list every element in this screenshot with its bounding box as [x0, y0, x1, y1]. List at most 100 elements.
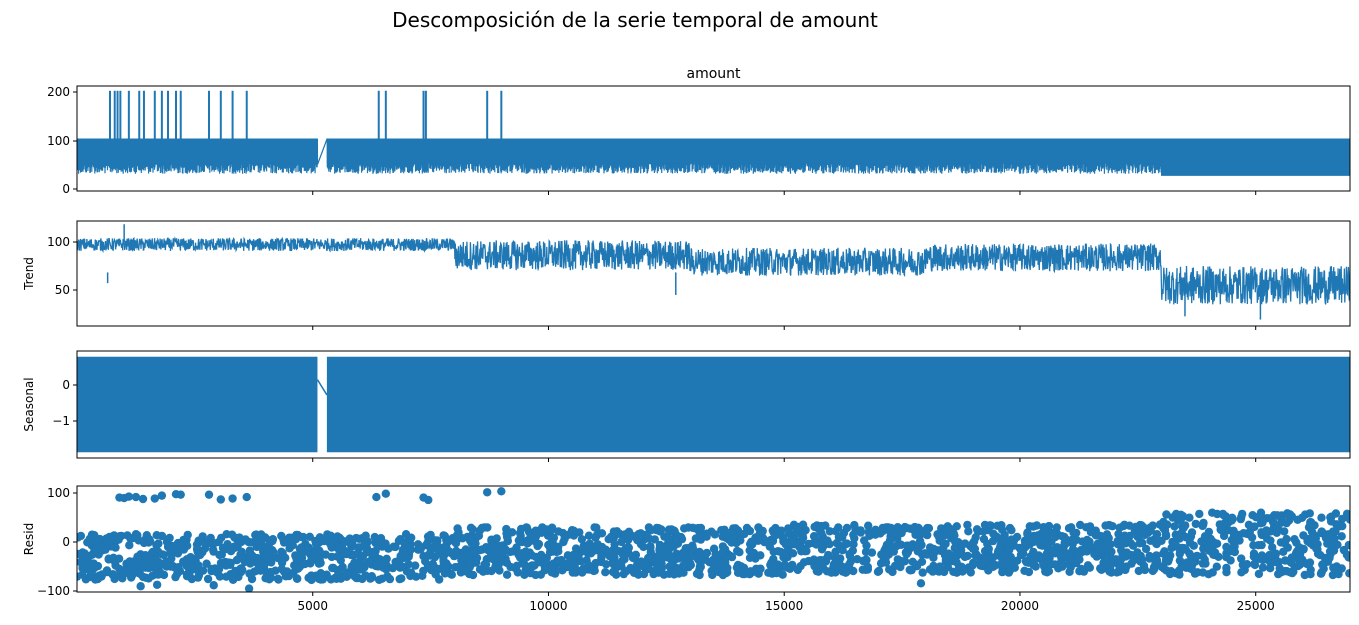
resid-point [478, 545, 487, 554]
y-tick-label: 0 [62, 378, 70, 392]
resid-point [710, 562, 719, 571]
resid-point [517, 549, 526, 558]
resid-point [461, 545, 470, 554]
resid-point [584, 545, 593, 554]
y-tick-label: 100 [47, 134, 70, 148]
resid-point [720, 554, 730, 563]
resid-point [1338, 514, 1347, 524]
resid-point [1171, 541, 1181, 551]
resid-point [1176, 516, 1185, 525]
resid-point [1274, 569, 1283, 579]
y-tick-label: 0 [62, 535, 70, 549]
resid-point [848, 546, 857, 555]
resid-point [778, 533, 788, 542]
resid-point [115, 564, 124, 574]
resid-point [1135, 539, 1145, 548]
x-tick-label: 10000 [529, 599, 567, 613]
resid-point [1075, 566, 1085, 575]
resid-point [688, 544, 698, 553]
resid-point [183, 530, 192, 540]
resid-point [321, 550, 330, 559]
resid-point [399, 553, 408, 563]
resid-point [1227, 535, 1237, 545]
axes-frame [76, 350, 1351, 459]
resid-point [849, 540, 858, 549]
resid-point [1239, 529, 1248, 538]
resid-point [126, 534, 135, 543]
resid-point [153, 570, 163, 579]
resid-point [1189, 541, 1199, 550]
resid-point [1064, 550, 1073, 560]
resid-point [1337, 532, 1346, 541]
resid-outlier [157, 491, 167, 500]
resid-point [91, 545, 101, 554]
resid-point [358, 574, 367, 584]
resid-point [1161, 531, 1171, 541]
resid-point [1198, 521, 1207, 531]
resid-point [1133, 532, 1142, 542]
resid-point [291, 552, 301, 562]
plot-area-seasonal [77, 356, 1350, 453]
resid-point [659, 570, 669, 579]
resid-point [727, 552, 737, 562]
resid-point [1316, 550, 1325, 560]
resid-point [314, 559, 324, 568]
resid-point [479, 567, 488, 576]
resid-point [1097, 565, 1106, 574]
resid-point [1165, 569, 1175, 579]
resid-point [281, 553, 290, 562]
resid-point [801, 546, 810, 556]
resid-point [1170, 522, 1179, 531]
resid-point [747, 537, 756, 546]
resid-point [569, 526, 579, 535]
resid-point [531, 532, 541, 541]
resid-point [879, 551, 888, 560]
resid-point [1237, 568, 1246, 577]
resid-point [914, 546, 923, 555]
resid-outlier [209, 581, 218, 590]
resid-point [1279, 547, 1288, 556]
x-tick-label: 20000 [1001, 599, 1039, 613]
resid-point [1247, 533, 1257, 542]
resid-point [1065, 567, 1074, 576]
resid-point [1252, 513, 1261, 522]
resid-point [152, 531, 161, 540]
resid-point [520, 570, 529, 579]
resid-point [196, 536, 206, 545]
resid-point [918, 568, 927, 577]
resid-point [342, 549, 351, 559]
resid-point [1044, 521, 1054, 531]
resid-point [326, 531, 336, 540]
resid-point [1122, 548, 1132, 557]
resid-point [920, 549, 930, 558]
resid-outlier [216, 495, 226, 504]
resid-point [1112, 568, 1122, 577]
plot-area-trend [77, 224, 1350, 320]
resid-outlier [136, 582, 145, 591]
resid-point [1029, 555, 1039, 565]
resid-point [241, 535, 250, 544]
resid-point [1012, 532, 1022, 542]
panel-observed: amount 0 100 200 [47, 66, 1351, 196]
resid-point [686, 560, 695, 570]
resid-point [824, 550, 833, 560]
resid-point [850, 520, 859, 530]
resid-point [908, 557, 917, 566]
resid-point [182, 572, 192, 581]
resid-point [941, 555, 951, 565]
resid-point [142, 553, 152, 562]
resid-point [547, 566, 556, 575]
resid-point [423, 532, 433, 541]
resid-point [906, 566, 915, 575]
resid-outlier [152, 580, 162, 589]
resid-point [299, 532, 308, 542]
resid-point [343, 568, 352, 577]
resid-point [745, 570, 754, 579]
resid-point [702, 529, 711, 538]
resid-point [1094, 544, 1104, 553]
resid-point [1005, 539, 1015, 549]
resid-point [858, 565, 867, 574]
resid-point [352, 533, 361, 543]
resid-point [989, 562, 998, 571]
resid-point [1338, 521, 1347, 531]
